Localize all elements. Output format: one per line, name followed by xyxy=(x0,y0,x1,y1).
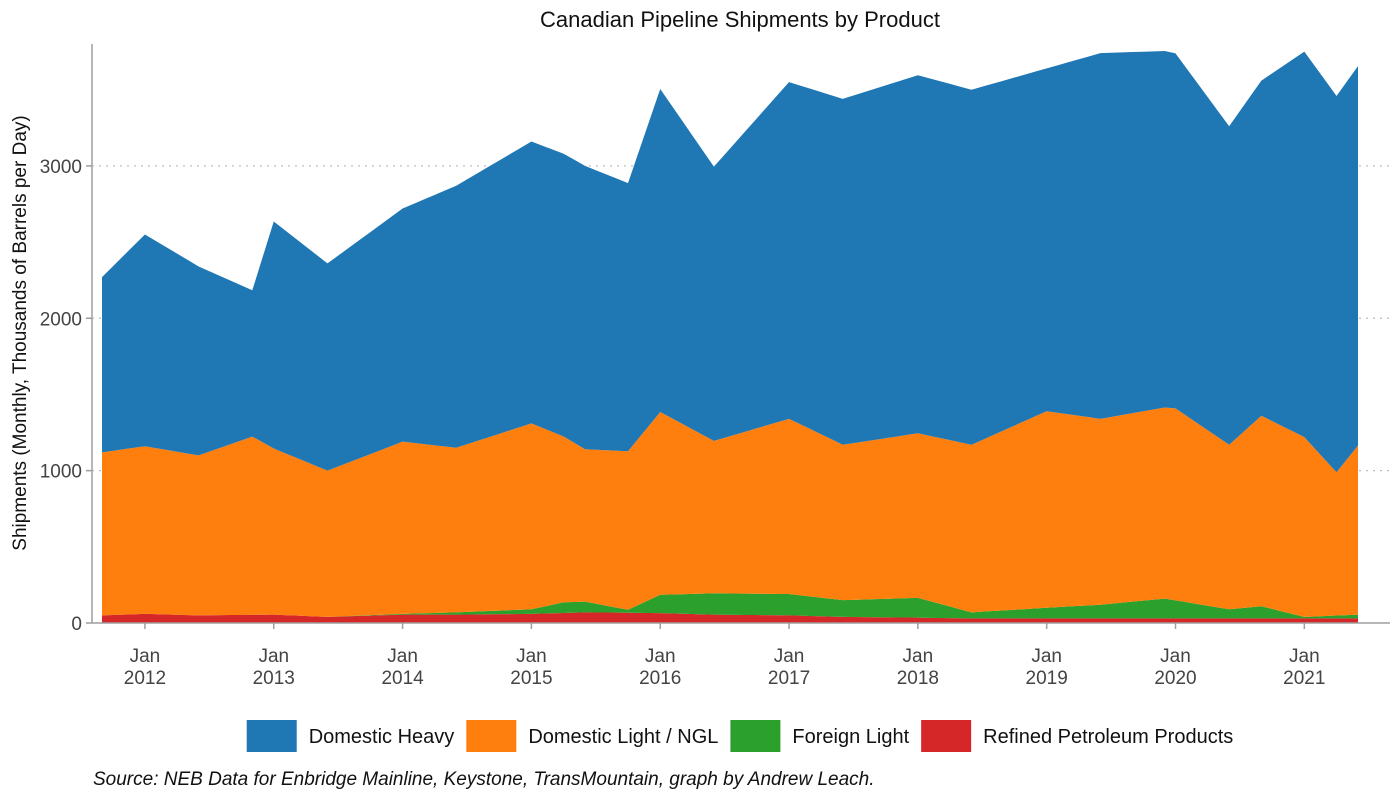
x-tick-year-2013: 2013 xyxy=(253,668,295,689)
chart-title: Canadian Pipeline Shipments by Product xyxy=(540,7,940,32)
y-tick-label-1000: 1000 xyxy=(40,462,82,483)
x-tick-month-2021: Jan xyxy=(1289,646,1320,667)
source-caption: Source: NEB Data for Enbridge Mainline, … xyxy=(93,769,875,790)
legend-key-domestic-light-ngl xyxy=(466,720,517,752)
area-foreign-light xyxy=(102,593,1358,619)
legend-label-domestic-light-ngl: Domestic Light / NGL xyxy=(528,726,718,748)
legend-key-refined-petroleum-products xyxy=(921,720,972,752)
legend-label-domestic-heavy: Domestic Heavy xyxy=(309,726,455,748)
legend-label-refined-petroleum-products: Refined Petroleum Products xyxy=(983,726,1233,748)
x-tick-year-2018: 2018 xyxy=(897,668,939,689)
legend-label-foreign-light: Foreign Light xyxy=(792,726,909,748)
x-tick-year-2012: 2012 xyxy=(124,668,166,689)
legend-key-foreign-light xyxy=(730,720,781,752)
legend-key-domestic-heavy xyxy=(246,720,297,752)
x-tick-year-2015: 2015 xyxy=(510,668,552,689)
x-tick-month-2013: Jan xyxy=(258,646,289,667)
x-tick-year-2017: 2017 xyxy=(768,668,810,689)
x-axis-ticks: Jan2012Jan2013Jan2014Jan2015Jan2016Jan20… xyxy=(124,623,1325,689)
x-tick-month-2014: Jan xyxy=(387,646,418,667)
x-tick-month-2020: Jan xyxy=(1160,646,1191,667)
legend: Domestic Heavy Domestic Light / NGL Foreig… xyxy=(246,720,1233,752)
x-tick-month-2015: Jan xyxy=(516,646,547,667)
x-tick-year-2019: 2019 xyxy=(1026,668,1068,689)
area-refined-petroleum-products xyxy=(102,612,1358,623)
x-tick-year-2021: 2021 xyxy=(1283,668,1325,689)
area-domestic-light-ngl xyxy=(102,407,1358,617)
x-tick-year-2014: 2014 xyxy=(381,668,424,689)
plot-areas xyxy=(102,50,1358,623)
x-tick-month-2019: Jan xyxy=(1031,646,1062,667)
y-tick-label-3000: 3000 xyxy=(40,157,82,178)
y-tick-label-2000: 2000 xyxy=(40,309,82,330)
y-tick-label-0: 0 xyxy=(71,614,82,635)
x-tick-month-2018: Jan xyxy=(903,646,934,667)
x-tick-month-2017: Jan xyxy=(774,646,805,667)
y-axis-ticks: 0 1000 2000 3000 xyxy=(40,157,92,635)
y-axis-label: Shipments (Monthly, Thousands of Barrels… xyxy=(10,115,31,550)
x-tick-month-2016: Jan xyxy=(645,646,676,667)
x-tick-year-2020: 2020 xyxy=(1154,668,1196,689)
area-domestic-heavy xyxy=(102,50,1358,473)
x-tick-month-2012: Jan xyxy=(130,646,161,667)
x-tick-year-2016: 2016 xyxy=(639,668,681,689)
